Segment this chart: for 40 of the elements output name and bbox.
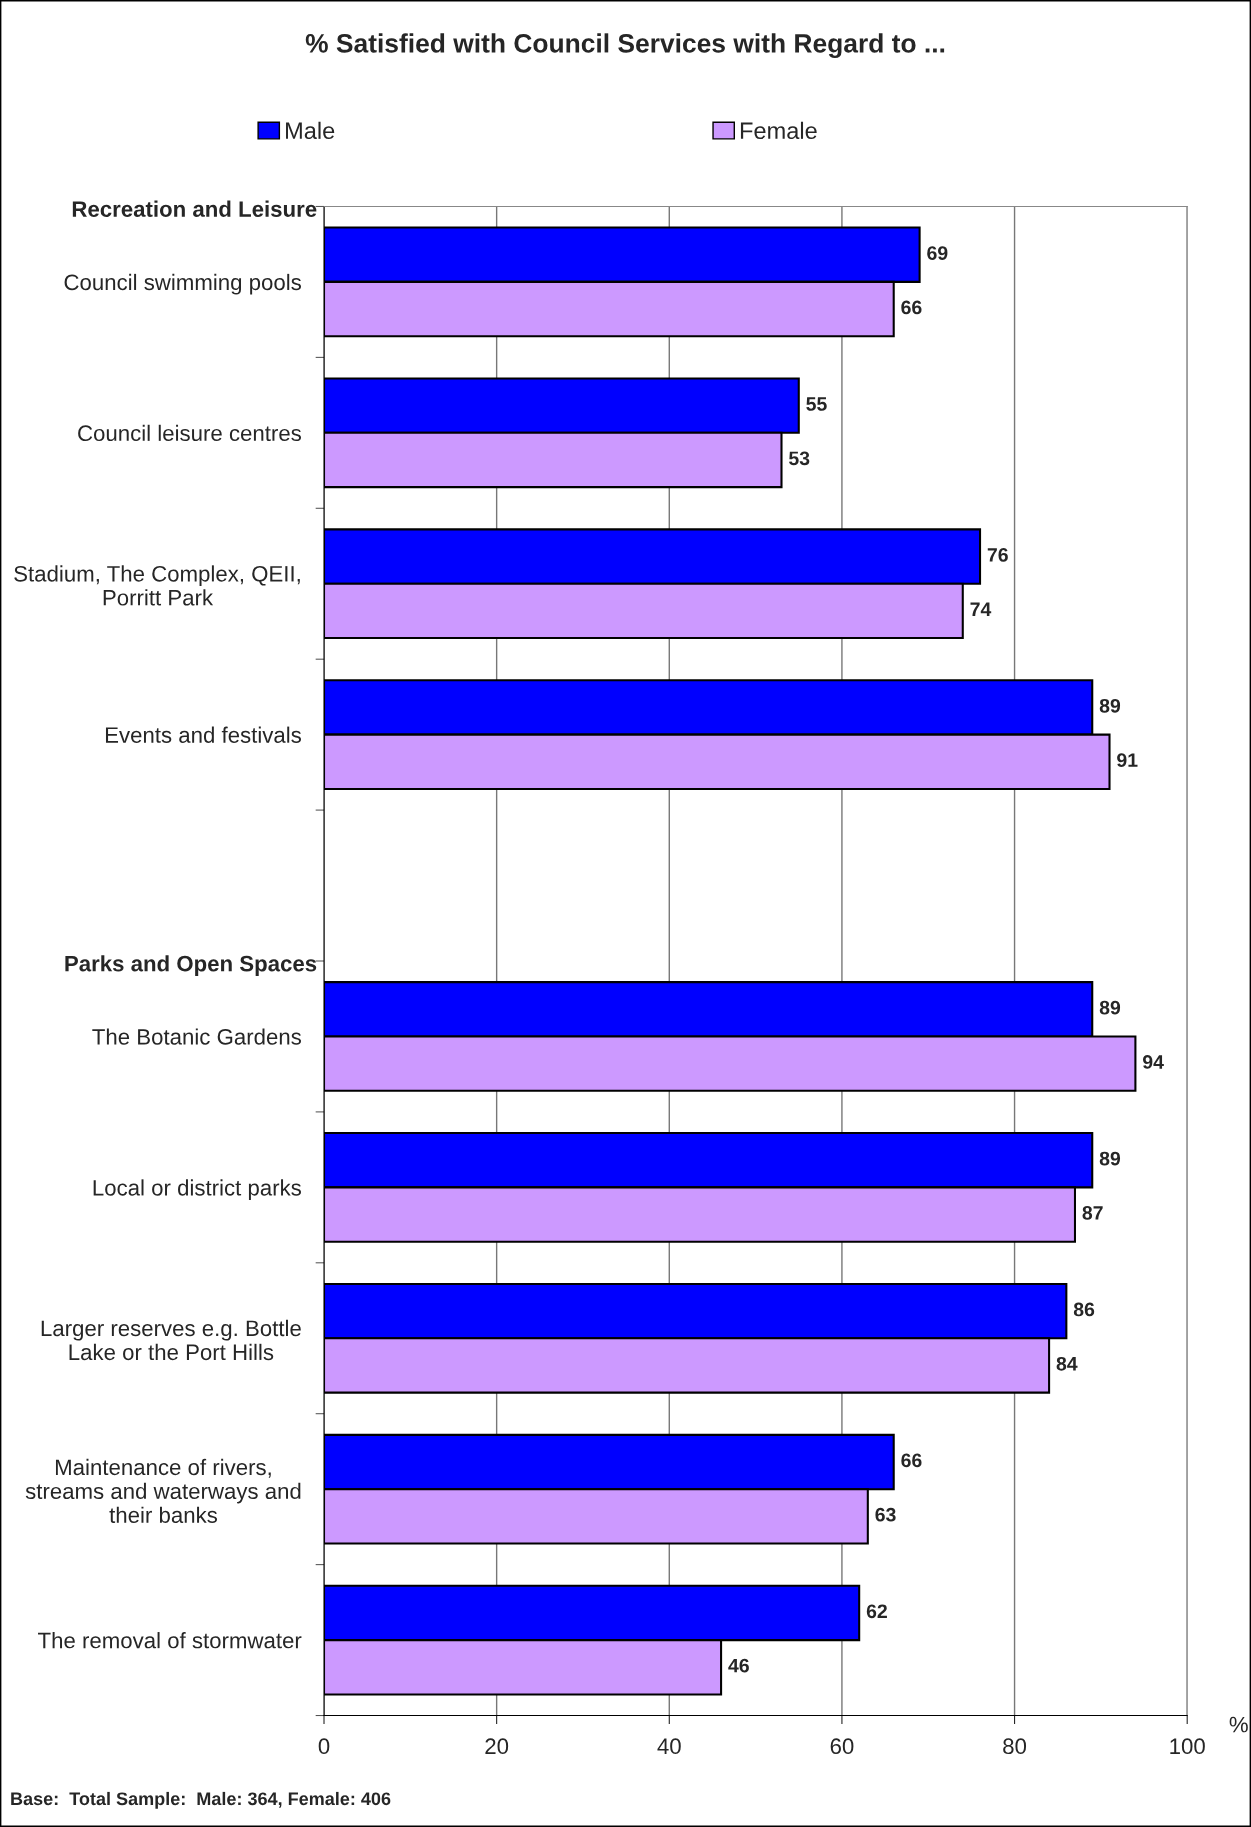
y-tick-label: The Botanic Gardens — [92, 1028, 301, 1045]
x-tick-label: 20 — [485, 1738, 509, 1755]
x-tick-label: 60 — [830, 1738, 854, 1755]
data-label: 94 — [1142, 1055, 1164, 1069]
data-label: 69 — [927, 246, 948, 260]
y-tick-label: Council leisure centres — [78, 424, 301, 442]
data-label: 91 — [1117, 753, 1138, 768]
data-label: 89 — [1099, 1000, 1121, 1015]
data-label: 53 — [789, 451, 810, 466]
y-tick-label: Stadium, The Complex, QEII, Porritt Park — [14, 565, 300, 606]
data-label: 89 — [1099, 698, 1121, 713]
legend-label: Female — [740, 121, 817, 140]
x-axis-title: % — [1229, 1716, 1248, 1733]
x-tick-label: 40 — [657, 1738, 681, 1755]
y-tick-label: Events and festivals — [105, 726, 301, 743]
data-label: 86 — [1073, 1302, 1095, 1317]
text: Parks and Open Spaces — [65, 955, 317, 976]
text: Base: Total Sample: Male: 364, Female: 406 — [11, 1791, 391, 1809]
data-label: 55 — [806, 397, 827, 411]
y-tick-label: The removal of stormwater — [38, 1632, 302, 1649]
data-label: 89 — [1099, 1151, 1121, 1166]
y-tick-label: Larger reserves e.g. Bottle Lake or the Port Hills — [41, 1319, 301, 1361]
data-label: 74 — [970, 602, 992, 616]
chart-title: % Satisfied with Council Services with Regard to ... — [305, 33, 945, 59]
text: Recreation and Leisure — [72, 200, 317, 217]
data-label: 66 — [901, 1453, 922, 1468]
data-label: 76 — [987, 548, 1008, 562]
data-label: 87 — [1082, 1205, 1103, 1220]
data-label: 63 — [875, 1507, 896, 1522]
y-tick-label: Maintenance of rivers, streams and waterways and their banks — [25, 1458, 301, 1524]
y-tick-label: Local or district parks — [93, 1179, 301, 1201]
legend-label: Male — [286, 121, 335, 140]
data-label: 66 — [901, 300, 922, 315]
y-tick-label: Council swimming pools — [64, 273, 301, 295]
x-tick-label: 80 — [1003, 1738, 1027, 1755]
x-tick-label: 100 — [1170, 1738, 1205, 1755]
x-tick-label: 0 — [318, 1738, 330, 1755]
data-label: 84 — [1056, 1356, 1078, 1371]
data-label: 46 — [728, 1658, 749, 1673]
data-label: 62 — [866, 1604, 887, 1619]
